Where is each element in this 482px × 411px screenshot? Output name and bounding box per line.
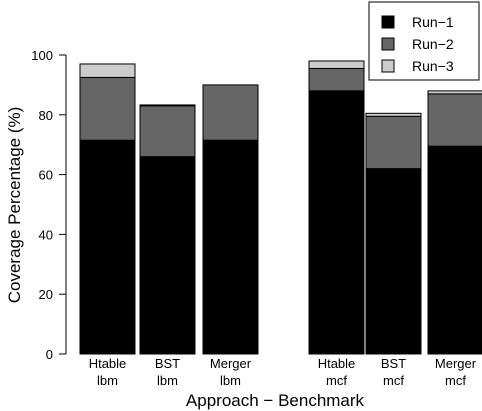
y-tick-label: 40 [39,227,53,242]
y-tick-label: 100 [31,48,53,63]
x-tick-label-approach: Htable [318,356,356,371]
bar-segment-2 [427,93,482,147]
legend-swatch [381,59,395,73]
x-tick-label-benchmark: mcf [326,373,347,388]
y-tick-label: 80 [39,108,53,123]
bar-stacks [79,60,482,355]
bar-segment-2 [139,105,196,158]
x-tick-label-benchmark: mcf [383,373,404,388]
bar-segment-1 [139,156,196,355]
legend-swatch [381,37,395,51]
bar-segment-3 [308,60,365,69]
bar-segment-1 [427,145,482,355]
bar-segment-1 [79,139,136,355]
y-axis: 0 20 40 60 80 100 [31,48,67,362]
x-tick-label-approach: BST [381,356,406,371]
y-tick-label: 0 [46,347,53,362]
legend-swatch [381,15,395,29]
x-tick-label-approach: Merger [435,356,477,371]
legend-label: Run−2 [412,36,454,52]
x-axis-label: Approach − Benchmark [186,391,365,410]
y-tick-label: 20 [39,287,53,302]
x-tick-label-benchmark: lbm [97,373,118,388]
y-tick-label: 60 [39,168,53,183]
bar-segment-3 [79,63,136,78]
bar-segment-2 [79,76,136,141]
legend-label: Run−1 [412,14,454,30]
x-tick-label-approach: BST [155,356,180,371]
x-tick-label-approach: Htable [89,356,127,371]
bar-segment-3 [139,104,196,107]
y-axis-label: Coverage Percentage (%) [5,107,24,304]
legend-label: Run−3 [412,58,454,74]
x-tick-labels: Htable lbm BST lbm Merger lbm Htable mcf BST mcf M… [89,356,477,388]
x-tick-label-benchmark: mcf [445,373,466,388]
x-tick-label-approach: Merger [210,356,252,371]
bar-segment-2 [308,67,365,92]
x-tick-label-benchmark: lbm [220,373,241,388]
bar-segment-1 [308,90,365,355]
bar-segment-2 [365,115,422,170]
bar-segment-3 [365,112,422,117]
legend: Run−1 Run−2 Run−3 [368,1,480,81]
bar-segment-1 [202,139,259,355]
bar-segment-2 [202,84,259,141]
x-tick-label-benchmark: lbm [157,373,178,388]
bar-segment-1 [365,168,422,355]
bar-segment-3 [427,90,482,95]
